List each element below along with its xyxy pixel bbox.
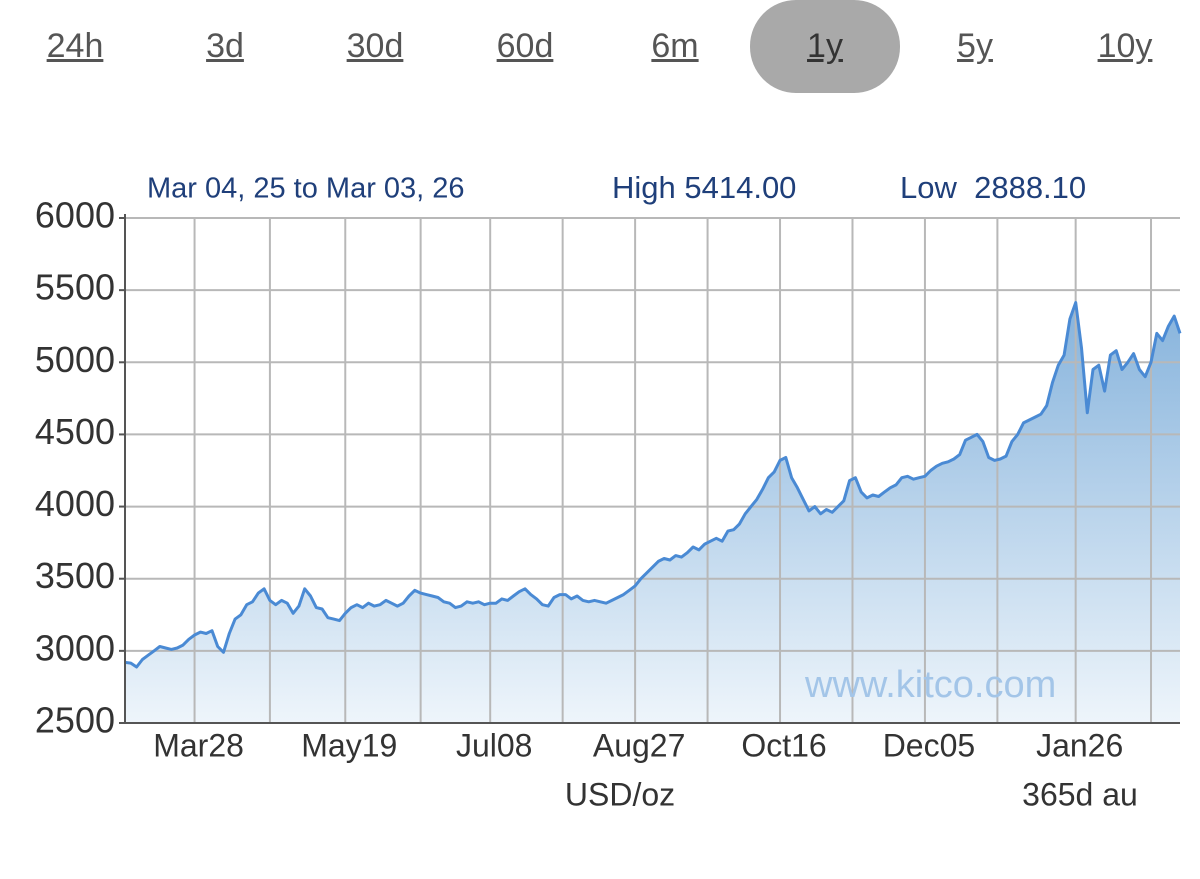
- y-tick-label: 5000: [35, 339, 115, 380]
- y-tick-label: 3000: [35, 627, 115, 668]
- x-tick-label: Oct16: [741, 727, 826, 763]
- time-range-tabs: 24h 3d 30d 60d 6m 1y 5y 10y: [0, 0, 1200, 95]
- area-fill: [125, 302, 1180, 723]
- tab[interactable]: 6m: [651, 27, 699, 65]
- high-label: High 5414.00: [612, 170, 796, 205]
- y-tick-label: 5500: [35, 267, 115, 308]
- tab[interactable]: 24h: [46, 27, 104, 65]
- x-tick-label: May19: [301, 727, 397, 763]
- tab[interactable]: 30d: [346, 27, 404, 65]
- y-tick-label: 2500: [35, 700, 115, 741]
- tab[interactable]: 10y: [1097, 27, 1153, 65]
- period-label: 365d au: [1022, 776, 1138, 812]
- price-line: [124, 301, 1182, 669]
- tab[interactable]: 5y: [957, 27, 993, 65]
- x-tick-label: Mar28: [153, 727, 244, 763]
- watermark: www.kitco.com: [804, 664, 1056, 706]
- y-tick-label: 4500: [35, 411, 115, 452]
- tab[interactable]: 1y: [750, 0, 900, 93]
- x-tick-label: Dec05: [883, 727, 976, 763]
- tab[interactable]: 60d: [496, 27, 554, 65]
- y-tick-label: 4000: [35, 483, 115, 524]
- y-tick-label: 6000: [35, 195, 115, 236]
- x-tick-label: Aug27: [593, 727, 686, 763]
- y-tick-label: 3500: [35, 555, 115, 596]
- tab[interactable]: 3d: [206, 27, 244, 65]
- x-tick-label: Jan26: [1036, 727, 1123, 763]
- date-range: Mar 04, 25 to Mar 03, 26: [147, 173, 465, 205]
- x-tick-label: Jul08: [456, 727, 533, 763]
- unit-label: USD/oz: [565, 776, 675, 812]
- low-label: Low 2888.10: [900, 170, 1086, 205]
